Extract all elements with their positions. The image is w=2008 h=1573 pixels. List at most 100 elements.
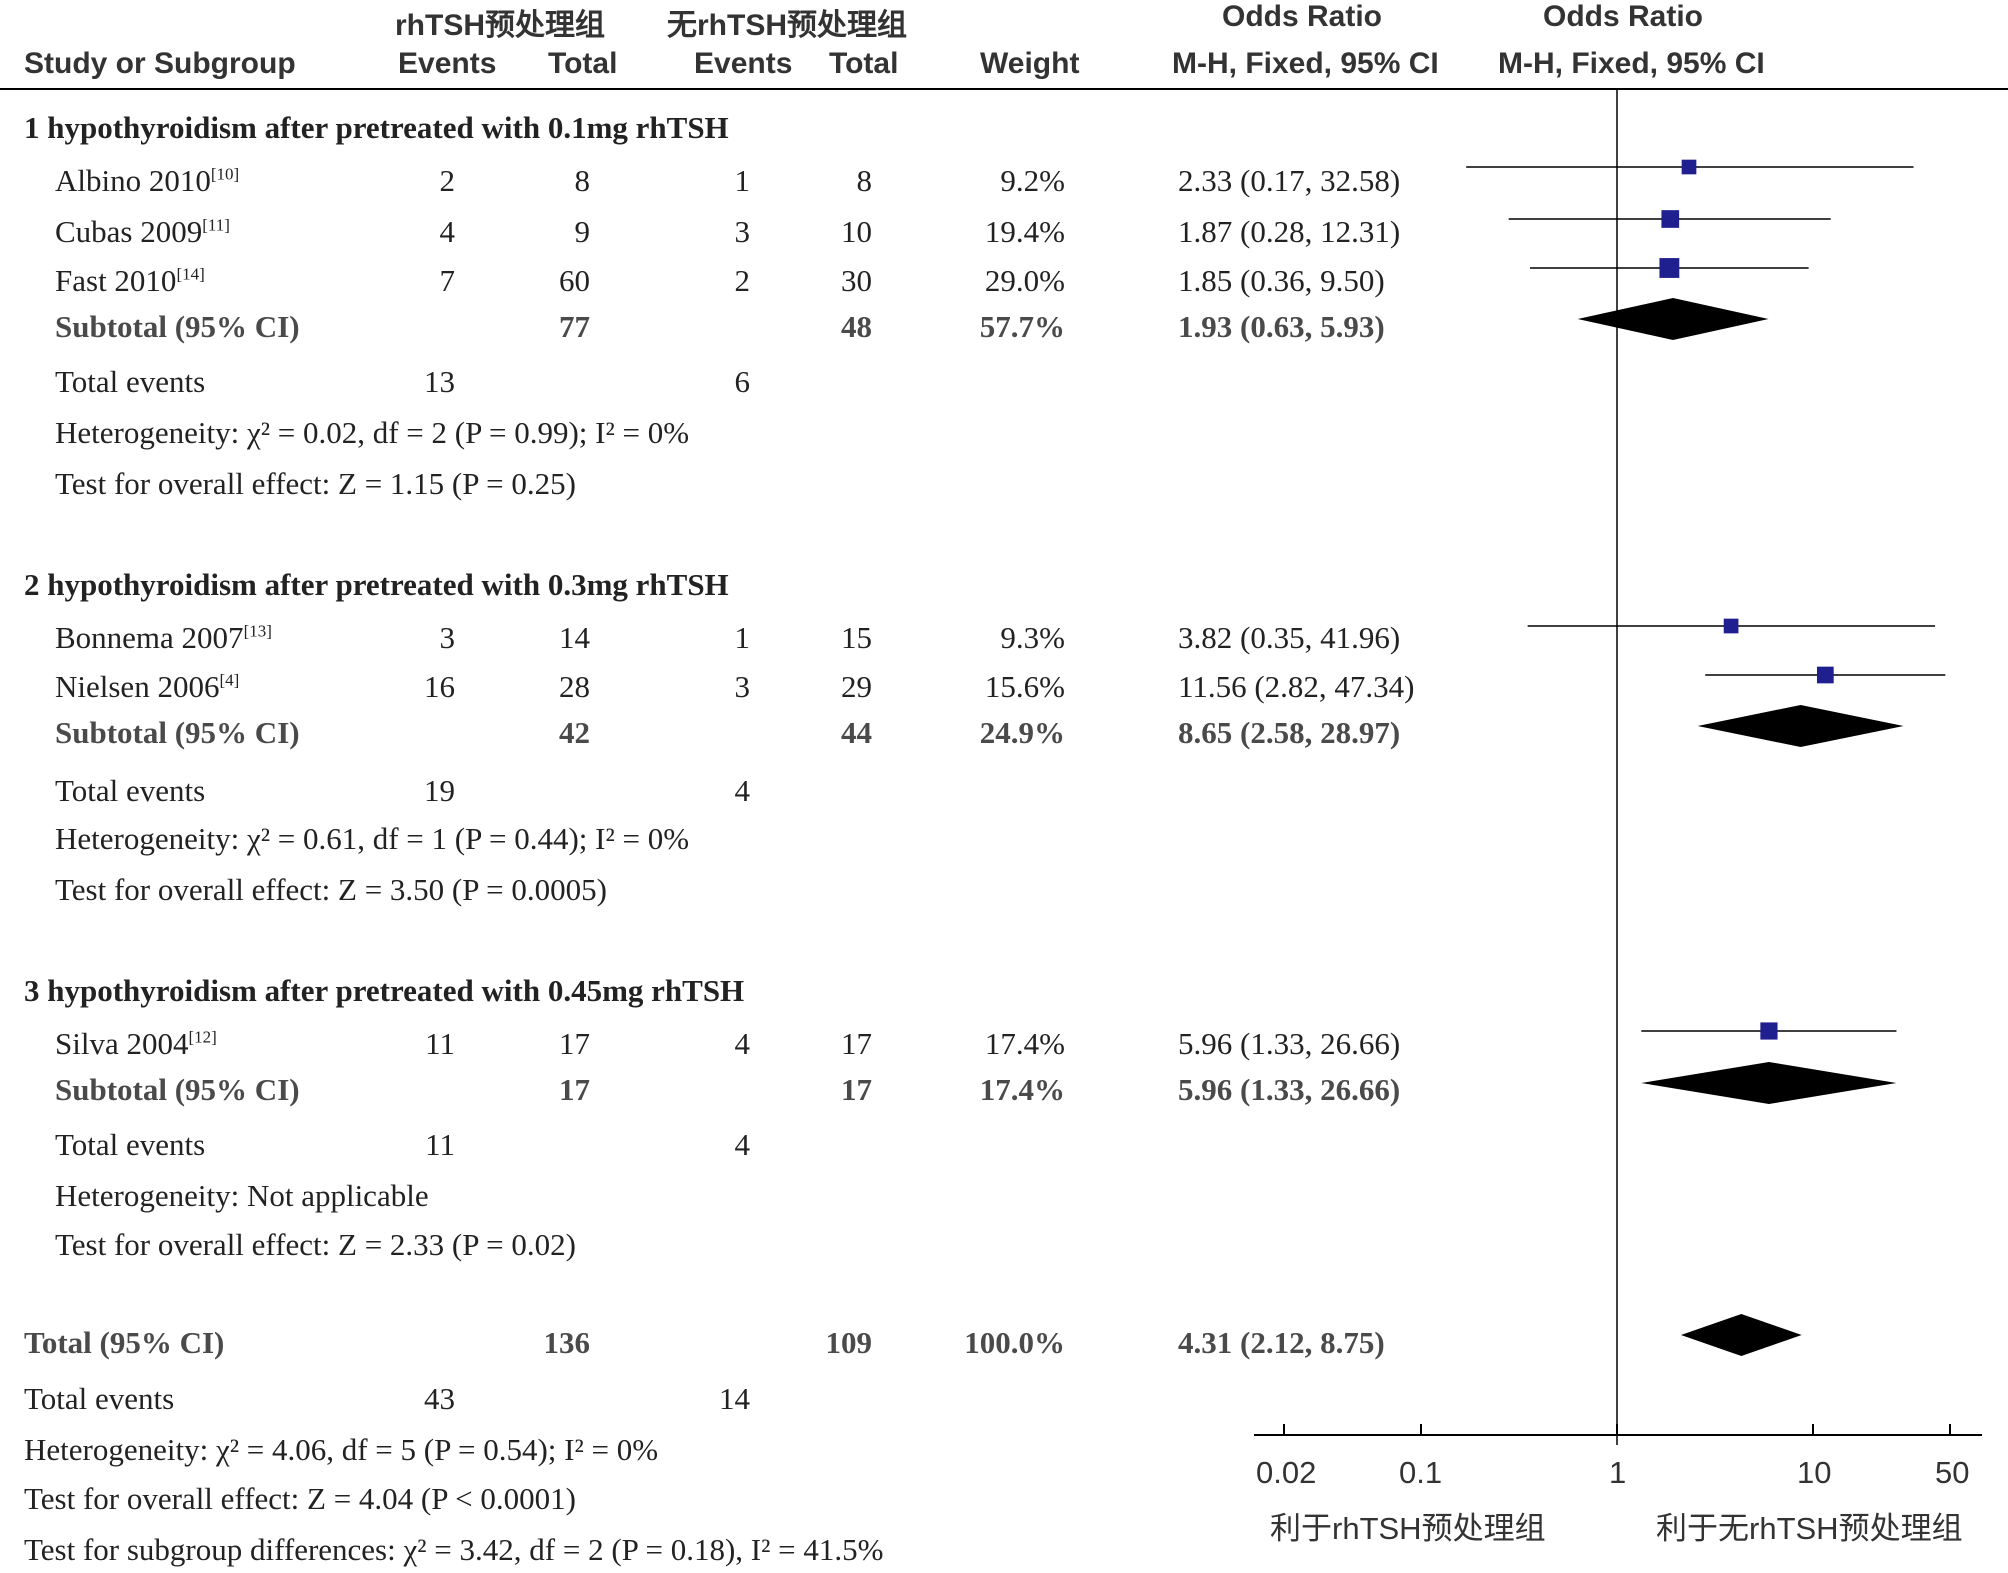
- pooled-diamond: [1680, 1314, 1802, 1356]
- total-events2: 4: [734, 1127, 751, 1162]
- total-events2: 4: [734, 773, 751, 808]
- total-events-label: Total events: [55, 1127, 206, 1162]
- study-mark: [1705, 666, 1946, 684]
- events2-value: 3: [734, 214, 751, 249]
- group1-header: rhTSH预处理组: [395, 9, 605, 42]
- total-events1: 11: [425, 1127, 455, 1162]
- or-title-header: Odds Ratio: [1222, 0, 1383, 33]
- weight-value: 15.6%: [984, 669, 1065, 704]
- grand-total-events2: 14: [719, 1381, 750, 1416]
- study-mark: [1508, 210, 1831, 228]
- events1-value: 2: [439, 163, 456, 198]
- total2-value: 29: [841, 669, 872, 704]
- ci-value: 1.85 (0.36, 9.50): [1178, 263, 1385, 298]
- events2-value: 3: [734, 669, 751, 704]
- subtotal-label: Subtotal (95% CI): [55, 715, 300, 750]
- subtotal-total2: 17: [841, 1072, 872, 1107]
- study-ref: [10]: [210, 164, 240, 184]
- subtotal-weight: 57.7%: [979, 309, 1065, 344]
- point-estimate: [1681, 159, 1697, 175]
- or-plot-title-header: Odds Ratio: [1543, 0, 1704, 33]
- study-name: Nielsen 2006[4]: [55, 669, 240, 704]
- subgroup-2-title: 2 hypothyroidism after pretreated with 0…: [24, 567, 729, 602]
- study-name: Fast 2010[14]: [55, 263, 205, 298]
- subtotal-total2: 44: [841, 715, 872, 750]
- pooled-diamond: [1641, 1062, 1897, 1104]
- events2-value: 4: [734, 1026, 751, 1061]
- events2-value: 1: [734, 620, 751, 655]
- subtotal-weight: 24.9%: [979, 715, 1065, 750]
- total-ci: 4.31 (2.12, 8.75): [1178, 1325, 1385, 1360]
- total-events1: 13: [424, 364, 455, 399]
- total2-header: Total: [829, 47, 899, 80]
- ci-value: 1.87 (0.28, 12.31): [1178, 214, 1401, 249]
- x-axis-ticks: [1283, 1424, 1951, 1435]
- tick-label-2: 1: [1609, 1455, 1627, 1490]
- total2-value: 8: [856, 163, 873, 198]
- events1-value: 7: [439, 263, 456, 298]
- total-events-label: Total events: [55, 364, 206, 399]
- grand-overall-effect-text: Test for overall effect: Z = 4.04 (P < 0…: [24, 1481, 576, 1516]
- total1-value: 14: [559, 620, 590, 655]
- forest-marks: [1466, 159, 1946, 1356]
- study-name: Albino 2010[10]: [55, 163, 240, 198]
- study-ref: [4]: [219, 670, 240, 690]
- study-ref: [13]: [243, 621, 272, 641]
- grand-total-events-label: Total events: [24, 1381, 175, 1416]
- point-estimate: [1661, 210, 1680, 228]
- point-estimate: [1760, 1022, 1778, 1040]
- favours-right-label: 利于无rhTSH预处理组: [1656, 1511, 1963, 1546]
- total1-value: 8: [574, 163, 591, 198]
- events1-value: 16: [424, 669, 455, 704]
- heterogeneity-text: Heterogeneity: χ² = 0.61, df = 1 (P = 0.…: [55, 821, 690, 856]
- total1-value: 9: [574, 214, 591, 249]
- weight-value: 29.0%: [984, 263, 1065, 298]
- weight-value: 9.2%: [1000, 163, 1065, 198]
- tick-label-0: 0.02: [1256, 1455, 1317, 1490]
- study-name: Bonnema 2007[13]: [55, 620, 272, 655]
- subtotal-total1: 17: [559, 1072, 590, 1107]
- tick-label-3: 10: [1797, 1455, 1832, 1490]
- subtotal-ci: 8.65 (2.58, 28.97): [1178, 715, 1401, 750]
- group2-header: 无rhTSH预处理组: [667, 9, 907, 42]
- favours-left-label: 利于rhTSH预处理组: [1270, 1511, 1546, 1546]
- grand-total-events1: 43: [424, 1381, 455, 1416]
- total-weight: 100.0%: [964, 1325, 1065, 1360]
- events2-value: 1: [734, 163, 751, 198]
- subtotal-ci: 1.93 (0.63, 5.93): [1178, 309, 1385, 344]
- point-estimate: [1659, 258, 1680, 278]
- weight-value: 17.4%: [984, 1026, 1065, 1061]
- subtotal-total2: 48: [841, 309, 872, 344]
- study-mark: [1527, 618, 1936, 634]
- total2-value: 15: [841, 620, 872, 655]
- total1-value: 17: [559, 1026, 590, 1061]
- total-total1: 136: [543, 1325, 591, 1360]
- subtotal-total1: 42: [559, 715, 590, 750]
- tick-label-1: 0.1: [1399, 1455, 1443, 1490]
- total2-value: 30: [841, 263, 872, 298]
- subtotal-total1: 77: [559, 309, 590, 344]
- or-plot-method-header: M-H, Fixed, 95% CI: [1498, 47, 1765, 80]
- subgroup-1-title: 1 hypothyroidism after pretreated with 0…: [24, 110, 729, 145]
- events1-value: 4: [439, 214, 456, 249]
- ci-value: 5.96 (1.33, 26.66): [1178, 1026, 1401, 1061]
- overall-effect-text: Test for overall effect: Z = 3.50 (P = 0…: [55, 872, 607, 907]
- point-estimate: [1816, 666, 1834, 684]
- study-name: Cubas 2009[11]: [55, 214, 230, 249]
- study-mark: [1530, 258, 1809, 278]
- study-ref: [12]: [188, 1027, 217, 1047]
- weight-value: 9.3%: [1000, 620, 1065, 655]
- events1-value: 3: [439, 620, 456, 655]
- overall-effect-text: Test for overall effect: Z = 1.15 (P = 0…: [55, 466, 576, 501]
- total1-value: 60: [559, 263, 590, 298]
- subgroup-differences-text: Test for subgroup differences: χ² = 3.42…: [24, 1532, 884, 1567]
- total2-value: 17: [841, 1026, 872, 1061]
- study-ref: [14]: [176, 264, 205, 284]
- pooled-diamond: [1697, 705, 1904, 747]
- total-events2: 6: [734, 364, 751, 399]
- study-column-header: Study or Subgroup: [24, 47, 296, 80]
- total-events-label: Total events: [55, 773, 206, 808]
- total-label: Total (95% CI): [24, 1325, 225, 1360]
- total1-header: Total: [548, 47, 618, 80]
- ci-value: 11.56 (2.82, 47.34): [1178, 669, 1415, 704]
